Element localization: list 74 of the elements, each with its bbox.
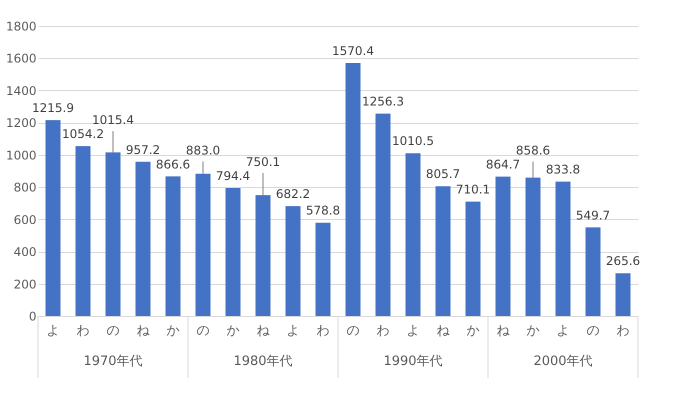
bar (436, 186, 450, 316)
bar (196, 174, 210, 316)
data-label: 833.8 (546, 162, 580, 177)
text: 1970年代 (83, 354, 143, 369)
y-tick-label: 1600 (6, 52, 36, 66)
x-tick-label: か (166, 324, 180, 338)
data-label: 682.2 (276, 187, 310, 202)
bar (136, 162, 150, 316)
text: 1990年代 (383, 354, 443, 369)
data-label: 1015.4 (92, 113, 134, 128)
bar (166, 176, 180, 316)
x-tick-label: よ (286, 324, 300, 338)
bar (346, 62, 360, 316)
y-tick-label: 200 (14, 277, 36, 292)
data-label: 866.6 (156, 157, 190, 172)
y-tick-label: 400 (14, 245, 36, 260)
bar (466, 202, 480, 316)
data-label: 1215.9 (32, 101, 74, 116)
x-tick-label: よ (46, 324, 60, 338)
y-tick-label: 1400 (6, 84, 36, 98)
data-label: 805.7 (426, 167, 460, 182)
y-tick-label: 1800 (6, 20, 36, 34)
x-tick-label: ね (136, 324, 150, 338)
y-tick-label: 800 (14, 180, 36, 195)
bar (286, 206, 300, 316)
x-tick-label: の (196, 324, 210, 338)
bar (406, 153, 420, 316)
data-label: 794.4 (216, 169, 250, 184)
data-label: 1054.2 (62, 127, 104, 142)
bar (316, 222, 330, 316)
x-tick-label: か (226, 324, 240, 338)
data-label: 864.7 (486, 158, 520, 172)
x-tick-label: の (106, 324, 120, 338)
data-label: 710.1 (456, 182, 490, 197)
bar (226, 188, 240, 316)
x-tick-label: ね (436, 324, 450, 338)
data-label: 1010.5 (392, 134, 434, 148)
x-tick-label: わ (76, 324, 90, 338)
y-tick-label: 0 (28, 310, 36, 324)
x-tick-label: ね (256, 324, 270, 338)
bar (76, 146, 90, 316)
bar (526, 178, 540, 316)
x-tick-label: か (526, 324, 540, 338)
y-tick-label: 1000 (6, 148, 36, 162)
data-label: 578.8 (306, 204, 340, 218)
bar (556, 182, 570, 316)
x-tick-label: よ (556, 324, 570, 338)
x-tick-label: わ (316, 324, 330, 338)
text: 1980年代 (233, 354, 293, 369)
bar (496, 176, 510, 316)
y-tick-label: 600 (14, 212, 36, 227)
x-tick-label: よ (406, 324, 420, 338)
data-label: 750.1 (246, 155, 280, 170)
x-tick-label: の (346, 324, 360, 338)
bar (106, 152, 120, 316)
bar (46, 120, 60, 316)
data-label: 549.7 (576, 208, 610, 222)
bar (586, 227, 600, 316)
x-tick-label: わ (376, 324, 390, 338)
data-label: 1256.3 (362, 94, 404, 109)
data-label: 1570.4 (332, 44, 374, 58)
bar (256, 195, 270, 316)
y-tick-label: 1200 (6, 116, 36, 130)
x-tick-label: わ (616, 324, 630, 338)
text: 2000年代 (533, 354, 593, 369)
data-label: 265.6 (606, 254, 640, 268)
x-tick-label: か (466, 324, 480, 338)
bar (616, 273, 630, 316)
bar (376, 114, 390, 316)
data-label: 957.2 (126, 142, 160, 157)
data-label: 883.0 (186, 143, 220, 158)
data-label: 858.6 (516, 144, 550, 158)
x-tick-label: ね (496, 324, 510, 338)
x-tick-label: の (586, 324, 600, 338)
